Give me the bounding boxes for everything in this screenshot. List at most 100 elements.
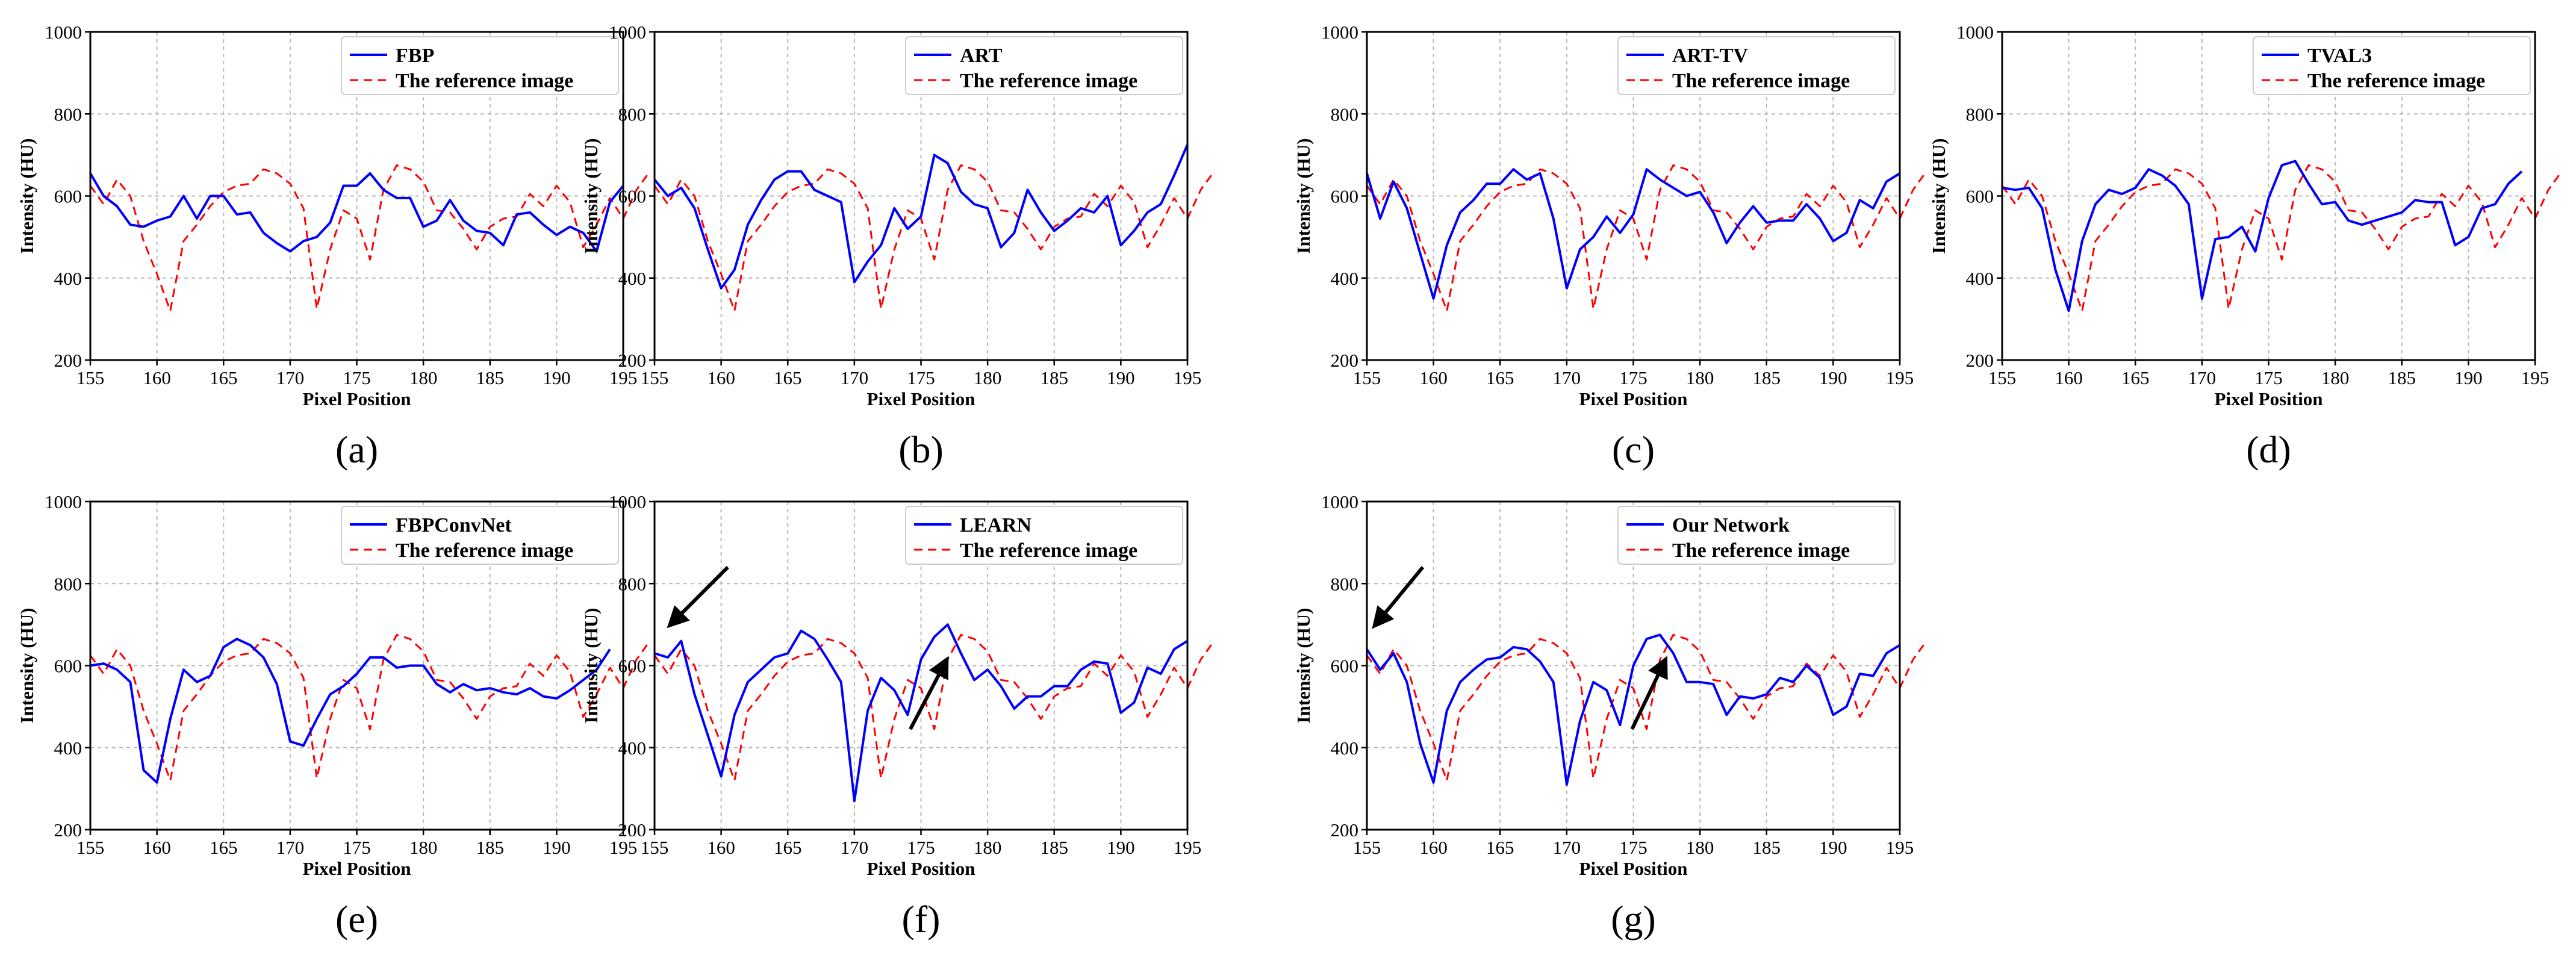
x-tick-label: 185 — [1041, 837, 1069, 858]
x-tick-label: 195 — [609, 367, 638, 388]
x-tick-label: 195 — [1174, 837, 1202, 858]
x-tick-label: 160 — [1419, 367, 1448, 388]
y-tick-label: 200 — [54, 819, 82, 841]
x-tick-label: 190 — [1107, 367, 1135, 388]
y-tick-label: 600 — [618, 186, 647, 207]
panel-caption: (d) — [2246, 428, 2291, 471]
y-tick-label: 1000 — [1321, 22, 1358, 43]
y-tick-label: 1000 — [45, 22, 82, 43]
legend-box — [905, 506, 1183, 565]
y-axis-label: Intensity (HU) — [1293, 608, 1314, 723]
x-tick-label: 155 — [76, 837, 105, 858]
legend-label-method: TVAL3 — [2307, 45, 2372, 67]
y-tick-label: 200 — [1331, 819, 1359, 841]
y-axis-label: Intensity (HU) — [580, 608, 602, 723]
x-tick-label: 165 — [210, 837, 238, 858]
x-tick-label: 165 — [2121, 367, 2150, 388]
y-tick-label: 400 — [54, 738, 82, 759]
x-tick-label: 185 — [476, 837, 505, 858]
x-tick-label: 175 — [343, 367, 371, 388]
y-tick-label: 200 — [618, 819, 647, 841]
legend-box — [1617, 36, 1896, 95]
y-tick-label: 600 — [1331, 656, 1359, 677]
annotation-arrow — [1630, 656, 1668, 730]
annotation-arrow — [1372, 566, 1425, 629]
chart-panel-e: 155 160 165 170 175 180 185 190 1952004006008001… — [16, 491, 651, 940]
panels-container: 155 160 165 170 175 180 185 190 1952004006008001… — [16, 22, 2563, 940]
x-tick-label: 180 — [409, 367, 438, 388]
x-axis-label: Pixel Position — [1579, 388, 1688, 409]
x-tick-label: 160 — [2055, 367, 2083, 388]
x-tick-label: 180 — [1686, 367, 1714, 388]
legend-label-reference: The reference image — [960, 70, 1137, 92]
y-tick-label: 800 — [1966, 104, 1994, 125]
x-tick-label: 190 — [543, 367, 571, 388]
annotation-arrow — [909, 656, 949, 730]
y-tick-label: 400 — [1331, 268, 1359, 289]
x-tick-label: 175 — [907, 367, 935, 388]
y-tick-label: 400 — [54, 268, 82, 289]
series-line-method — [1366, 168, 1901, 300]
x-tick-label: 185 — [1041, 367, 1069, 388]
y-tick-label: 200 — [618, 350, 647, 371]
x-tick-label: 175 — [1619, 367, 1647, 388]
chart-panel-g: 155 160 165 170 175 180 185 190 195 200 400 600 800 1… — [1293, 491, 1927, 940]
legend: FBPConvNet The reference image — [341, 506, 619, 565]
x-tick-label: 170 — [276, 367, 305, 388]
y-tick-label: 600 — [1331, 186, 1359, 207]
x-tick-label: 195 — [609, 837, 638, 858]
chart-panel-f: 155 160 165 170 175 180 185 190 1952004006008001… — [580, 491, 1215, 940]
x-tick-label: 185 — [1753, 837, 1781, 858]
x-tick-label: 155 — [641, 367, 669, 388]
x-tick-label: 195 — [1886, 367, 1914, 388]
legend-label-method: FBP — [396, 45, 434, 67]
legend: LEARN The reference image — [905, 506, 1183, 565]
x-tick-label: 190 — [2454, 367, 2483, 388]
x-axis-label: Pixel Position — [303, 858, 411, 879]
series-line-reference — [89, 633, 651, 782]
x-tick-label: 165 — [1486, 837, 1514, 858]
series-line-reference — [653, 633, 1215, 782]
x-tick-label: 165 — [774, 367, 802, 388]
x-tick-label: 160 — [707, 367, 735, 388]
series-line-reference — [1366, 164, 1927, 312]
x-tick-label: 190 — [543, 837, 571, 858]
legend: Our Network The reference image — [1617, 506, 1896, 565]
y-axis-label: Intensity (HU) — [1928, 138, 1949, 253]
x-tick-label: 160 — [707, 837, 735, 858]
panel-caption: (a) — [335, 428, 378, 471]
x-tick-label: 155 — [1353, 837, 1381, 858]
legend: FBP The reference image — [341, 36, 619, 95]
y-tick-label: 1000 — [1321, 491, 1358, 512]
y-tick-label: 200 — [54, 350, 82, 371]
x-axis-label: Pixel Position — [303, 388, 411, 409]
x-tick-label: 185 — [1753, 367, 1781, 388]
x-tick-label: 160 — [143, 837, 171, 858]
y-axis-label: Intensity (HU) — [1293, 138, 1314, 253]
panel-caption: (b) — [898, 428, 944, 471]
x-tick-label: 165 — [774, 837, 802, 858]
y-tick-label: 200 — [1331, 350, 1359, 371]
x-tick-label: 165 — [210, 367, 238, 388]
legend-label-reference: The reference image — [396, 539, 573, 562]
legend-box — [1617, 506, 1896, 565]
x-tick-label: 170 — [841, 367, 869, 388]
y-axis-label: Intensity (HU) — [580, 138, 602, 253]
chart-panel-a: 155 160 165 170 175 180 185 190 1952004006008001… — [16, 22, 651, 471]
series-line-reference — [653, 164, 1215, 312]
chart-panel-b: 155 160 165 170 175 180 185 190 1952004006008001… — [580, 22, 1215, 471]
legend-label-method: ART — [960, 45, 1003, 67]
legend-label-method: FBPConvNet — [396, 514, 512, 536]
y-tick-label: 800 — [54, 573, 82, 594]
x-tick-label: 155 — [1988, 367, 2017, 388]
x-axis-label: Pixel Position — [2215, 388, 2323, 409]
x-tick-label: 165 — [1486, 367, 1514, 388]
x-tick-label: 185 — [476, 367, 505, 388]
x-tick-label: 155 — [641, 837, 669, 858]
y-tick-label: 1000 — [45, 491, 82, 512]
x-tick-label: 160 — [143, 367, 171, 388]
series-line-method — [89, 172, 624, 253]
y-tick-label: 1000 — [1956, 22, 1994, 43]
x-tick-label: 195 — [1174, 367, 1202, 388]
